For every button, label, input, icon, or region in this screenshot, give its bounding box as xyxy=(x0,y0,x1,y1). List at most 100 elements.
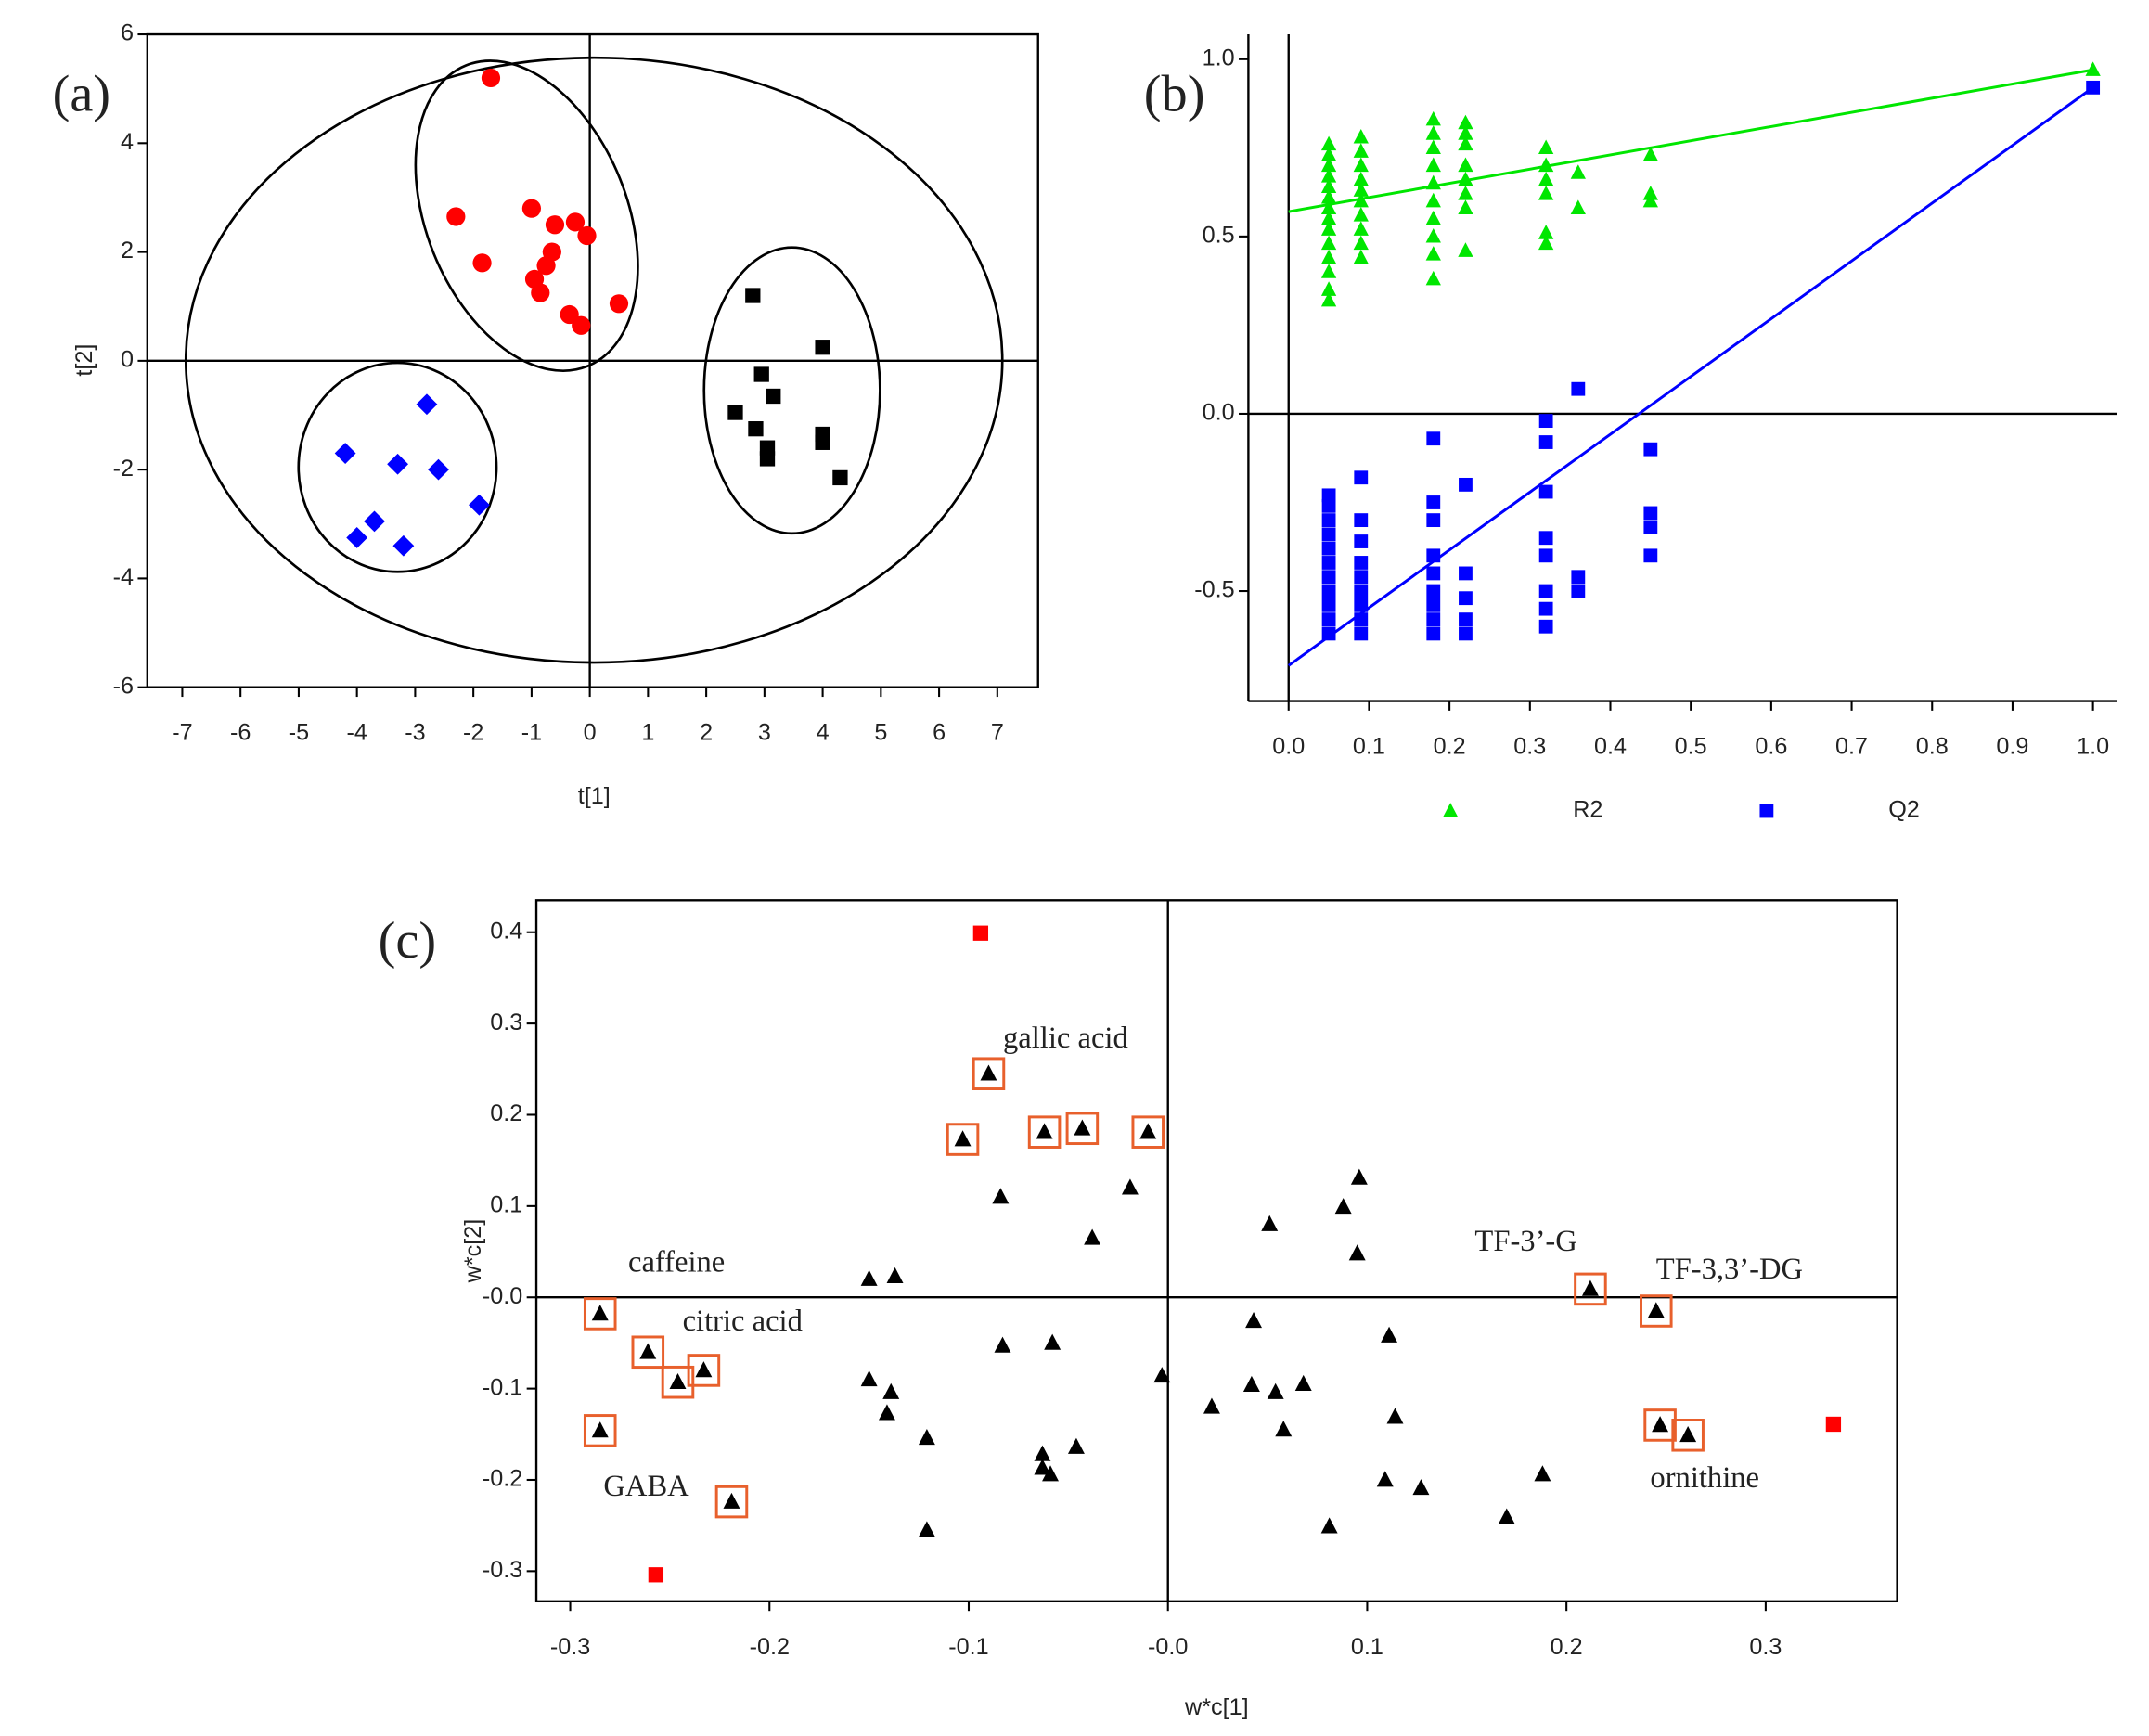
x-tick-label: -5 xyxy=(289,720,309,746)
point xyxy=(1381,1326,1398,1343)
point xyxy=(1643,520,1658,534)
point xyxy=(1458,186,1473,200)
x-tick-label: -1 xyxy=(521,720,542,746)
point xyxy=(1074,1119,1091,1136)
point xyxy=(1425,125,1441,140)
panel-label: (a) xyxy=(53,66,110,123)
x-tick-label: 5 xyxy=(874,720,887,746)
point xyxy=(1320,235,1337,251)
point xyxy=(1459,626,1473,641)
point xyxy=(1426,612,1441,627)
point xyxy=(1426,548,1441,563)
point xyxy=(1538,531,1553,546)
x-tick-label: -0.1 xyxy=(948,1634,988,1660)
point xyxy=(1425,227,1441,243)
highlight-box xyxy=(1027,1115,1062,1149)
point xyxy=(1679,1426,1697,1443)
point xyxy=(860,1370,878,1387)
point xyxy=(1643,506,1658,521)
point xyxy=(1353,128,1369,144)
point xyxy=(1426,566,1441,581)
point xyxy=(1321,570,1336,585)
x-tick-label: -0.3 xyxy=(550,1634,590,1660)
y-tick-label: 0.5 xyxy=(1203,223,1235,249)
point xyxy=(695,1361,713,1378)
y-tick-label: 6 xyxy=(121,20,134,46)
point xyxy=(521,199,541,218)
point xyxy=(860,1269,878,1286)
point xyxy=(1320,210,1337,225)
annotation: gallic acid xyxy=(1003,1022,1128,1055)
point xyxy=(1538,171,1554,186)
point xyxy=(1353,207,1369,222)
x-tick-label: 0.9 xyxy=(1996,734,2028,760)
point xyxy=(545,215,565,235)
point xyxy=(1353,171,1369,186)
point xyxy=(1353,182,1369,197)
point xyxy=(1642,147,1658,161)
point xyxy=(1353,249,1369,264)
point xyxy=(1354,556,1369,570)
point xyxy=(1353,143,1369,158)
y-tick-label: 0.4 xyxy=(490,918,522,944)
point xyxy=(1350,1168,1368,1185)
point xyxy=(1571,584,1586,598)
point xyxy=(565,212,586,232)
y-tick-label: -6 xyxy=(113,673,134,699)
point xyxy=(745,288,761,303)
point xyxy=(954,1130,972,1147)
point xyxy=(972,925,989,941)
y-tick-label: -2 xyxy=(113,456,134,482)
x-tick-label: 2 xyxy=(700,720,713,746)
y-tick-label: 0.2 xyxy=(490,1100,522,1126)
point xyxy=(1321,626,1336,641)
point xyxy=(1320,221,1337,236)
highlight-box xyxy=(1640,1294,1673,1328)
point xyxy=(1321,527,1336,542)
point xyxy=(2085,61,2101,76)
y-tick-label: -0.1 xyxy=(483,1374,522,1400)
point xyxy=(1354,570,1369,585)
point xyxy=(392,534,415,557)
point xyxy=(1354,584,1369,598)
point xyxy=(1139,1123,1157,1139)
annotation: TF-3,3’-DG xyxy=(1656,1253,1803,1286)
point xyxy=(1267,1382,1284,1399)
highlight-box xyxy=(1671,1419,1705,1452)
point xyxy=(1334,1198,1352,1215)
point xyxy=(1348,1244,1366,1261)
point xyxy=(669,1372,687,1390)
group-ellipse xyxy=(702,246,881,535)
fit-line xyxy=(1287,86,2094,667)
y-tick-label: 2 xyxy=(121,238,134,264)
point xyxy=(1425,270,1441,286)
point xyxy=(1538,186,1554,200)
annotation: TF-3’-G xyxy=(1474,1225,1576,1258)
x-tick-label: 0.3 xyxy=(1513,734,1546,760)
point xyxy=(1084,1228,1101,1245)
point xyxy=(1321,598,1336,612)
point xyxy=(1643,548,1658,563)
point xyxy=(416,393,438,416)
point xyxy=(1426,626,1441,641)
point xyxy=(1425,174,1441,190)
point xyxy=(1459,612,1473,627)
point xyxy=(1353,235,1369,251)
point xyxy=(1353,221,1369,236)
point xyxy=(1376,1471,1394,1487)
point xyxy=(1320,178,1337,194)
highlight-box xyxy=(1131,1115,1165,1149)
legend-label: R2 xyxy=(1573,797,1602,823)
point xyxy=(1570,164,1586,179)
x-tick-label: -3 xyxy=(405,720,425,746)
point xyxy=(1121,1178,1139,1195)
point xyxy=(387,453,408,475)
point xyxy=(723,1492,740,1509)
annotation: citric acid xyxy=(683,1305,803,1338)
point xyxy=(2086,80,2101,95)
x-tick-label: 0.2 xyxy=(1434,734,1466,760)
point xyxy=(994,1336,1011,1353)
point xyxy=(1067,1437,1085,1454)
x-tick-label: 6 xyxy=(933,720,946,746)
point xyxy=(1320,281,1337,296)
